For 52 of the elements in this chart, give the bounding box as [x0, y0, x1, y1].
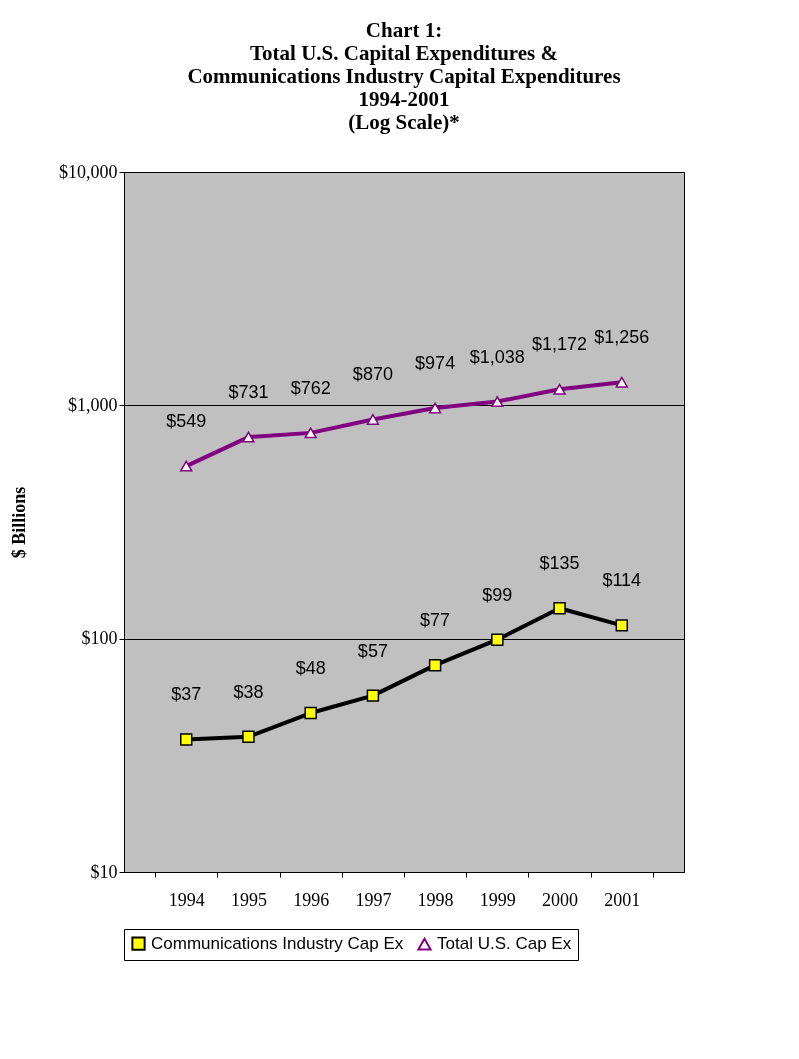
point — [491, 633, 504, 646]
point — [615, 619, 628, 632]
point — [615, 376, 628, 388]
legend-label: Communications Industry Cap Ex — [151, 933, 404, 953]
text: Chart 1: — [365, 18, 443, 42]
y-tick-label: $10,000 — [59, 161, 118, 182]
x-tick-label: 1998 — [417, 889, 454, 910]
point — [180, 460, 193, 472]
y-tick-label: $1,000 — [68, 394, 118, 415]
data-label: $48 — [295, 658, 326, 679]
data-label: $1,256 — [594, 327, 650, 348]
y-tick-label: $10 — [90, 861, 118, 882]
data-label: $135 — [539, 553, 580, 574]
point — [366, 413, 380, 425]
text: Communications Industry Capital Expenditures — [187, 64, 621, 88]
x-tick-label: 1995 — [230, 889, 267, 910]
point — [491, 396, 504, 408]
data-label: $37 — [171, 684, 202, 705]
point — [304, 706, 317, 720]
point — [180, 733, 193, 746]
text: (Log Scale)* — [348, 110, 460, 134]
point — [366, 689, 380, 702]
point — [428, 402, 442, 414]
point — [428, 658, 442, 672]
data-label: $114 — [602, 570, 642, 591]
point — [553, 383, 566, 395]
point — [242, 730, 255, 743]
point — [242, 431, 255, 443]
point — [553, 602, 566, 615]
data-label: $762 — [290, 377, 331, 398]
x-tick-label: 1996 — [293, 889, 330, 910]
y-tick-label: $100 — [81, 628, 118, 649]
data-label: $1,172 — [532, 334, 588, 355]
data-label: $99 — [482, 584, 513, 605]
data-label: $38 — [233, 681, 264, 702]
data-label: $870 — [352, 364, 393, 385]
data-label: $974 — [415, 353, 456, 373]
text: 1994-2001 — [358, 87, 450, 111]
data-label: $77 — [420, 610, 451, 631]
data-label: $731 — [228, 382, 269, 403]
data-label: $57 — [357, 640, 388, 661]
data-label: $549 — [166, 411, 207, 432]
data-label: $1,038 — [469, 346, 525, 367]
y-axis-title: $ Billions — [9, 486, 29, 559]
x-tick-label: 1997 — [355, 889, 392, 910]
point — [304, 427, 317, 439]
text: Total U.S. Capital Expenditures & — [249, 41, 559, 65]
x-tick-label: 1999 — [479, 889, 516, 910]
legend-label: Total U.S. Cap Ex — [437, 934, 572, 954]
x-tick-label: 2000 — [542, 889, 579, 910]
x-tick-label: 2001 — [604, 889, 641, 910]
x-tick-label: 1994 — [168, 889, 205, 910]
